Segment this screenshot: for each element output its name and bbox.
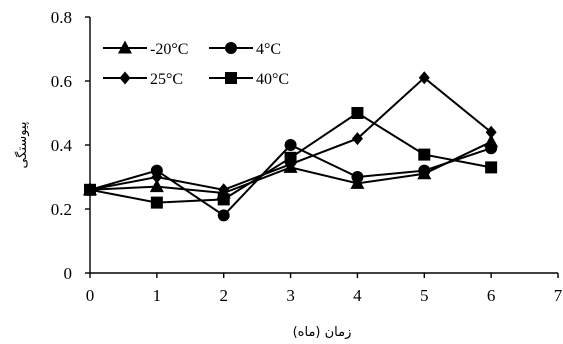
data-point-circle bbox=[284, 139, 297, 151]
y-tick-label: 0.6 bbox=[51, 72, 72, 91]
x-tick-label: 5 bbox=[420, 286, 429, 305]
x-tick-label: 3 bbox=[286, 286, 295, 305]
legend-label: 25°C bbox=[150, 71, 183, 88]
x-tick-label: 7 bbox=[554, 286, 563, 305]
data-point-diamond bbox=[151, 170, 163, 184]
series-circle bbox=[84, 139, 498, 222]
data-point-circle bbox=[418, 164, 431, 177]
legend-item: 4°C bbox=[209, 41, 281, 58]
legend-label: -20°C bbox=[150, 41, 188, 58]
legend-marker-circle bbox=[225, 42, 237, 54]
data-point-square bbox=[351, 107, 364, 119]
data-point-square bbox=[150, 196, 163, 209]
data-point-square bbox=[284, 151, 297, 164]
y-tick-label: 0 bbox=[64, 264, 73, 283]
data-point-circle bbox=[351, 171, 364, 183]
data-point-circle bbox=[217, 209, 230, 222]
legend: -20°C 4°C 25°C 40°C bbox=[103, 40, 289, 88]
legend-label: 4°C bbox=[256, 41, 281, 58]
x-tick-label: 2 bbox=[219, 286, 228, 305]
legend-item: 25°C bbox=[103, 71, 183, 88]
x-tick-label: 0 bbox=[86, 286, 95, 305]
data-point-triangle bbox=[149, 179, 164, 193]
legend-item: -20°C bbox=[103, 40, 188, 58]
series-group bbox=[83, 71, 499, 222]
data-point-square bbox=[485, 161, 498, 174]
x-tick-label: 6 bbox=[487, 286, 496, 305]
y-tick-label: 0.4 bbox=[51, 136, 73, 155]
legend-marker-triangle bbox=[118, 40, 132, 54]
series-square bbox=[84, 107, 498, 209]
data-point-diamond bbox=[351, 132, 363, 146]
data-point-square bbox=[84, 183, 96, 196]
legend-label: 40°C bbox=[256, 71, 289, 88]
tick-labels: 0 1 2 3 4 5 6 7 0 0.2 0.4 0.6 0.8 bbox=[51, 8, 563, 305]
x-tick-label: 1 bbox=[153, 286, 162, 305]
legend-marker-square bbox=[225, 72, 237, 84]
y-tick-label: 0.2 bbox=[51, 200, 72, 219]
legend-item: 40°C bbox=[209, 71, 289, 88]
y-axis-title: پیوستگی bbox=[14, 121, 30, 168]
x-axis-title: زمان (ماه) bbox=[293, 325, 352, 340]
data-point-diamond bbox=[485, 125, 497, 139]
data-point-diamond bbox=[418, 71, 430, 85]
data-point-square bbox=[418, 148, 431, 161]
data-point-square bbox=[217, 193, 230, 206]
data-point-diamond bbox=[218, 183, 230, 197]
axes bbox=[85, 16, 559, 278]
x-tick-label: 4 bbox=[353, 286, 362, 305]
legend-marker-diamond bbox=[119, 71, 131, 85]
data-point-circle bbox=[485, 142, 498, 155]
series-diamond bbox=[84, 71, 497, 197]
y-tick-label: 0.8 bbox=[51, 8, 72, 27]
